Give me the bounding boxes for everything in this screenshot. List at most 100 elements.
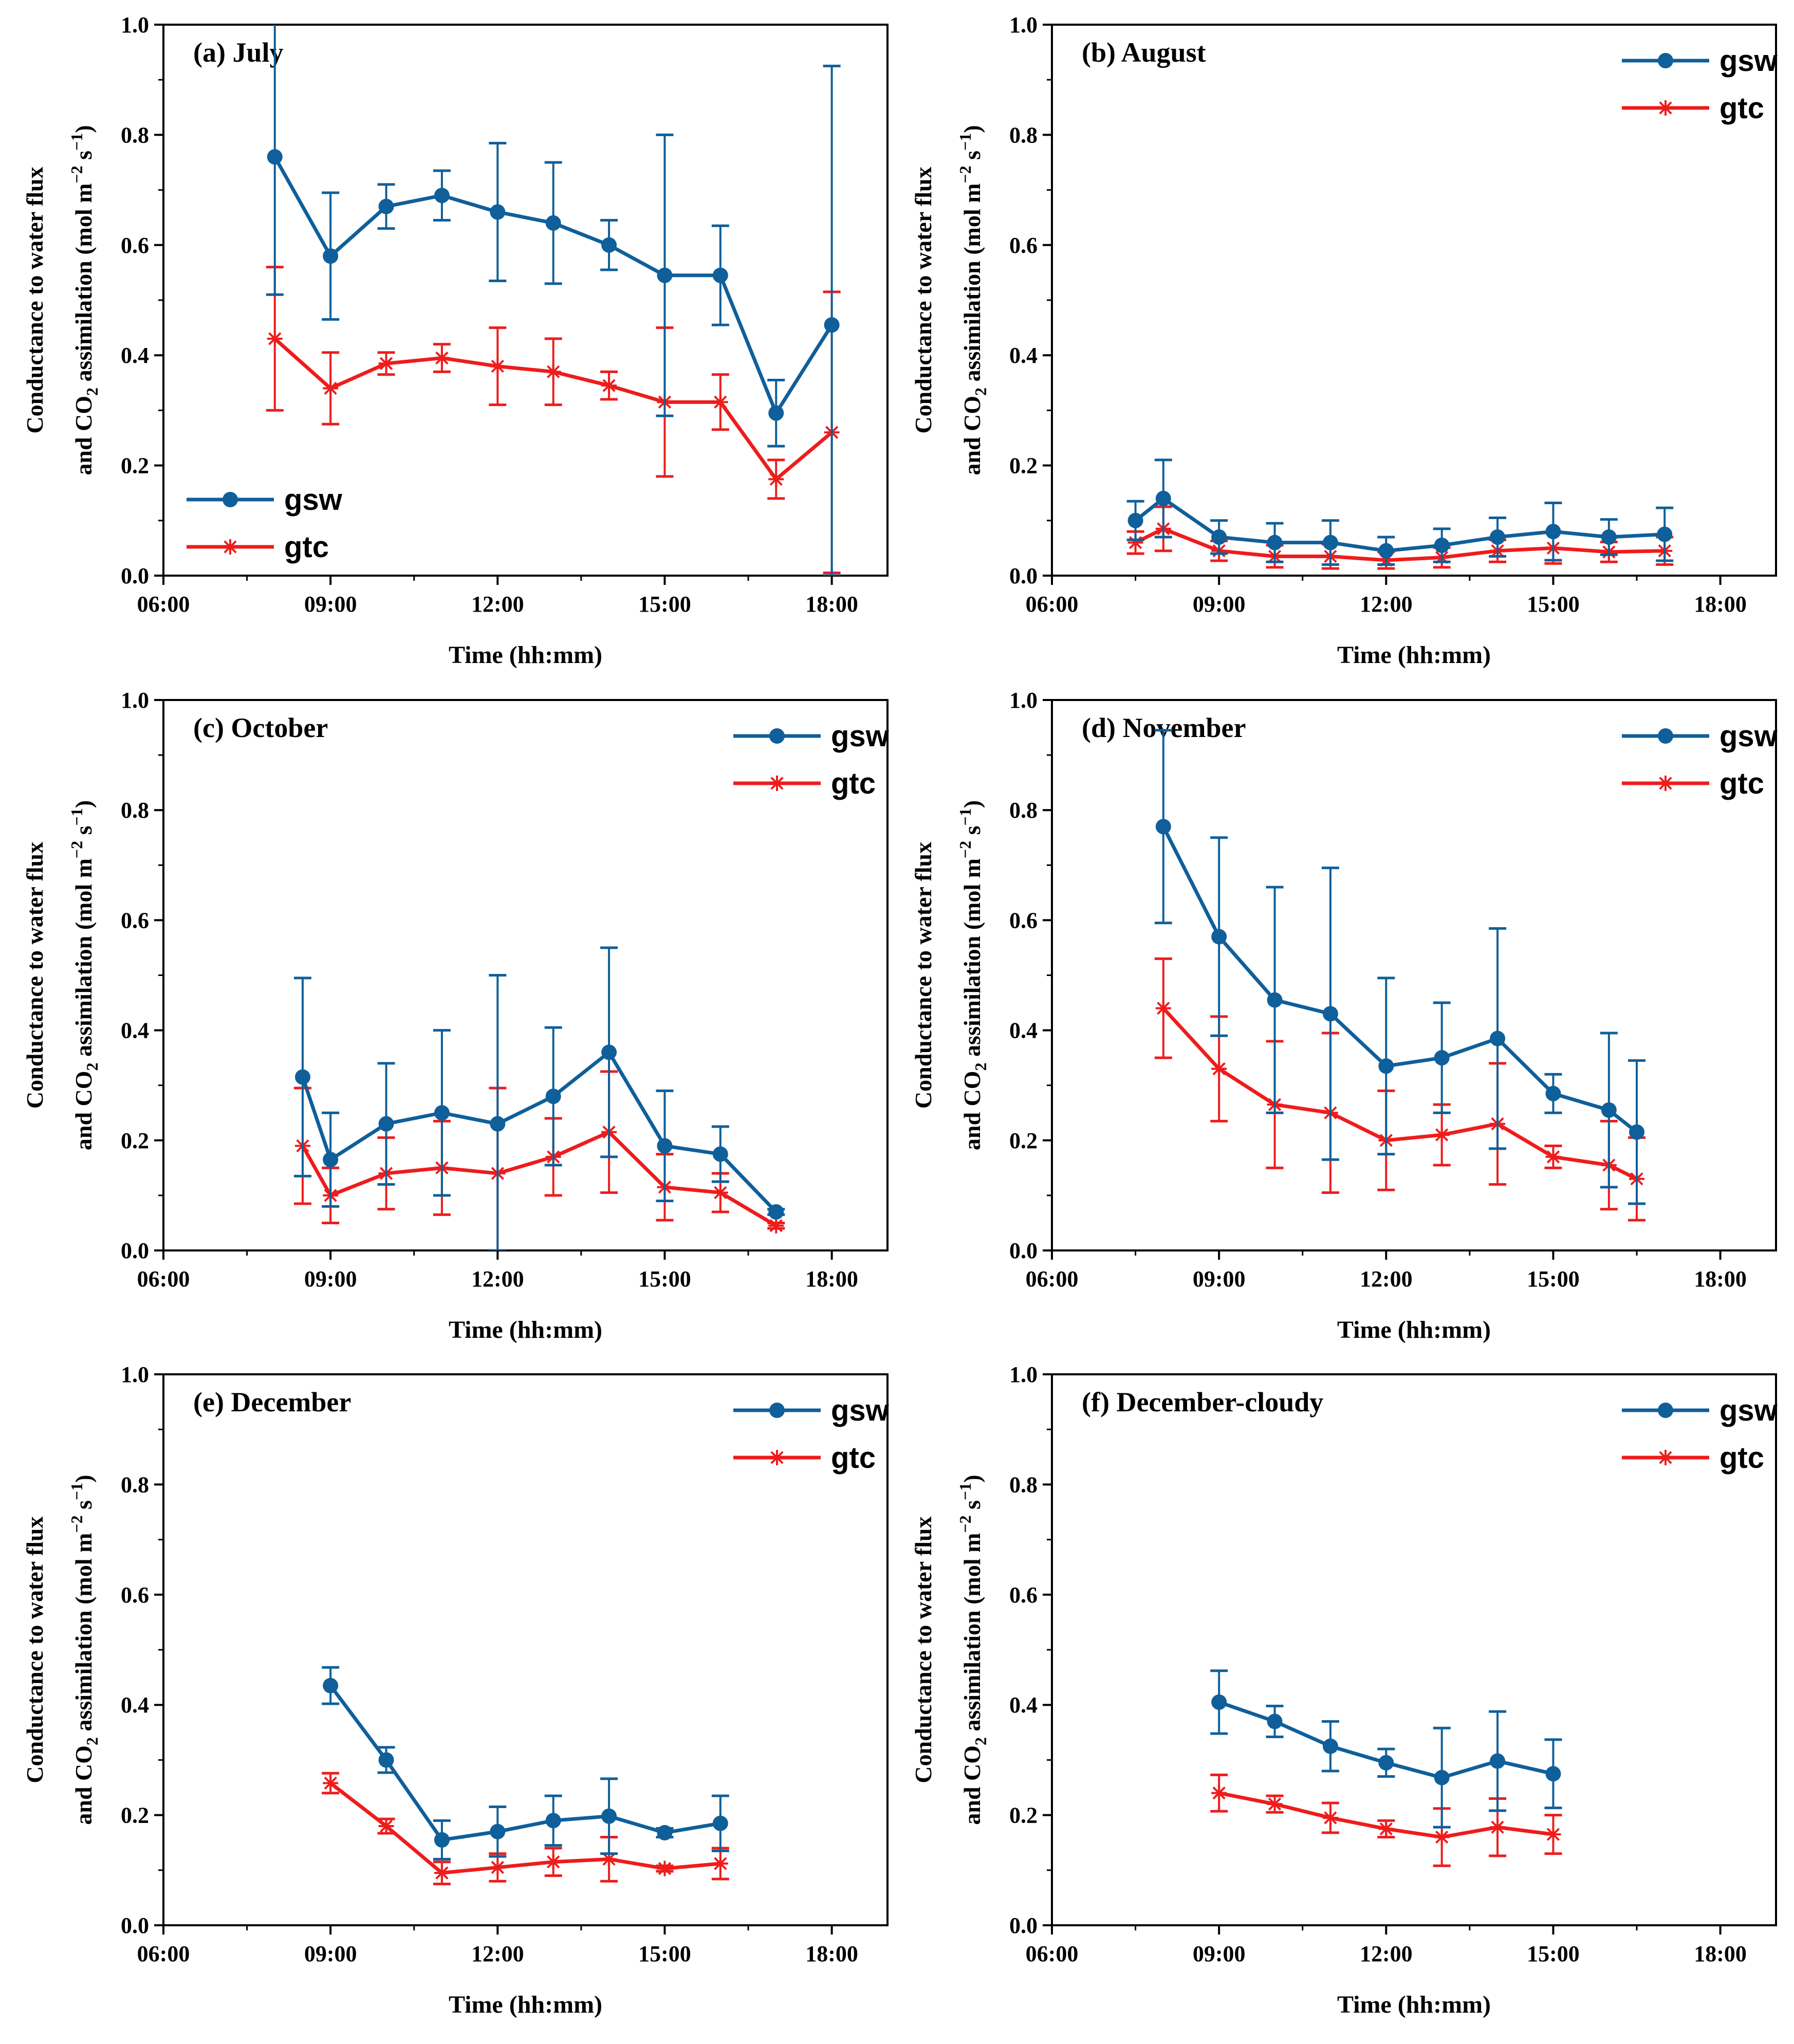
legend-marker (1658, 100, 1673, 116)
gsw-point (323, 1678, 339, 1693)
gsw-point (1378, 543, 1394, 559)
legend-marker (223, 539, 238, 555)
gtc-point (712, 1185, 728, 1201)
gsw-point (490, 1116, 506, 1132)
gtc-point (768, 1218, 784, 1233)
y-axis-title-line1: Conductance to water flux (910, 167, 936, 433)
y-tick-label: 0.4 (1009, 343, 1038, 368)
y-tick-label: 0.8 (121, 798, 149, 823)
gsw-point (545, 1089, 561, 1104)
legend-label: gtc (1719, 767, 1764, 800)
legend-label: gsw (1719, 44, 1778, 78)
legend-marker (1658, 776, 1673, 791)
y-tick-label: 0.8 (1009, 1472, 1038, 1497)
gsw-point (1211, 529, 1227, 545)
gsw-point (1322, 1006, 1338, 1022)
y-axis-title-line1: Conductance to water flux (22, 167, 48, 433)
chart-panel-6: 0.0 0.2 0.4 0.6 0.8 1.0 06:00 09:00 12:00 15:00 18… (910, 1362, 1778, 2018)
legend-marker (769, 728, 785, 744)
legend-label: gtc (831, 767, 876, 800)
x-tick-label: 15:00 (638, 1941, 691, 1966)
x-tick-label: 12:00 (471, 1941, 524, 1966)
data-layer (293, 946, 785, 1250)
x-tick-label: 06:00 (137, 1941, 190, 1966)
legend-item-gsw: gsw (1622, 720, 1778, 753)
gsw-point (1545, 1766, 1561, 1782)
x-tick-label: 15:00 (638, 592, 691, 617)
gsw-point (490, 204, 506, 220)
gtc-point (712, 1855, 728, 1871)
gsw-point (768, 1204, 784, 1220)
x-tick-label: 18:00 (805, 1941, 858, 1966)
y-tick-label: 0.2 (121, 1803, 149, 1828)
y-tick-label: 0.2 (121, 1128, 149, 1153)
gsw-point (1267, 1714, 1283, 1729)
x-tick-label: 09:00 (1193, 1266, 1246, 1292)
gsw-point (378, 1116, 394, 1132)
legend-item-gtc: gtc (1622, 767, 1764, 800)
gsw-point (601, 1808, 617, 1824)
y-tick-label: 0.0 (1009, 1913, 1038, 1938)
y-tick-label: 0.0 (1009, 1238, 1038, 1263)
y-tick-label: 0.4 (1009, 1018, 1038, 1043)
gtc-point (267, 331, 283, 347)
gtc-point (657, 1861, 673, 1876)
x-tick-label: 15:00 (1527, 592, 1580, 617)
y-axis-title-line1: Conductance to water flux (22, 842, 48, 1109)
gsw-point (1127, 512, 1143, 528)
gtc-point (1267, 1796, 1283, 1812)
gsw-point (434, 1105, 450, 1121)
gsw-point (490, 1824, 506, 1839)
gtc-point (490, 358, 506, 374)
legend-label: gtc (1719, 1441, 1764, 1475)
gsw-line (301, 1050, 778, 1213)
y-tick-label: 0.6 (121, 1582, 149, 1608)
legend-marker (1658, 1450, 1673, 1465)
gtc-point (1545, 1827, 1561, 1843)
gtc-point (323, 1775, 339, 1791)
legend-marker (1658, 1403, 1673, 1418)
legend-item-gsw: gsw (187, 483, 343, 517)
y-tick-label: 0.6 (1009, 233, 1038, 258)
x-tick-label: 09:00 (304, 1266, 357, 1292)
data-layer (322, 1666, 729, 1886)
gtc-point (1322, 1810, 1338, 1826)
gsw-point (545, 215, 561, 231)
x-tick-label: 18:00 (1694, 1266, 1747, 1292)
y-tick-label: 0.8 (1009, 122, 1038, 148)
y-tick-label: 0.6 (121, 233, 149, 258)
y-tick-label: 0.2 (1009, 1803, 1038, 1828)
gsw-point (1322, 1738, 1338, 1754)
legend-item-gtc: gtc (733, 1441, 876, 1475)
x-axis-title: Time (hh:mm) (449, 641, 602, 669)
gsw-point (1601, 529, 1617, 545)
gtc-point (1378, 1821, 1394, 1837)
gsw-point (1434, 1050, 1450, 1066)
gsw-point (1657, 526, 1673, 542)
gtc-point (1211, 1061, 1227, 1077)
gsw-point (1378, 1755, 1394, 1771)
gsw-point (1155, 819, 1171, 835)
y-tick-label: 0.4 (121, 1018, 149, 1043)
y-tick-label: 0.4 (121, 1692, 149, 1718)
chart-panel-2: 0.0 0.2 0.4 0.6 0.8 1.0 06:00 09:00 12:00 15:00 18… (910, 12, 1778, 669)
legend-item-gtc: gtc (733, 767, 876, 800)
y-tick-label: 0.8 (121, 122, 149, 148)
y-axis-title-line2: and CO2 assimilation (mol m−2 s−1) (956, 125, 990, 475)
chart-panel-4: 0.0 0.2 0.4 0.6 0.8 1.0 06:00 09:00 12:00 15:00 18… (910, 688, 1778, 1343)
gtc-point (434, 350, 450, 366)
x-tick-label: 18:00 (805, 1266, 858, 1292)
gsw-point (601, 1044, 617, 1060)
y-axis-title-line1: Conductance to water flux (910, 1516, 936, 1783)
x-axis-title: Time (hh:mm) (1337, 1991, 1491, 2018)
gsw-point (601, 237, 617, 253)
gsw-point (1211, 1694, 1227, 1710)
gtc-point (323, 380, 339, 396)
y-tick-label: 1.0 (121, 12, 149, 38)
legend-item-gtc: gtc (187, 530, 329, 564)
gsw-point (768, 405, 784, 421)
x-tick-label: 12:00 (471, 592, 524, 617)
chart-panel-1: 0.0 0.2 0.4 0.6 0.8 1.0 06:00 09:00 12:00 15:00 18… (22, 12, 889, 669)
gsw-line (329, 1684, 721, 1842)
